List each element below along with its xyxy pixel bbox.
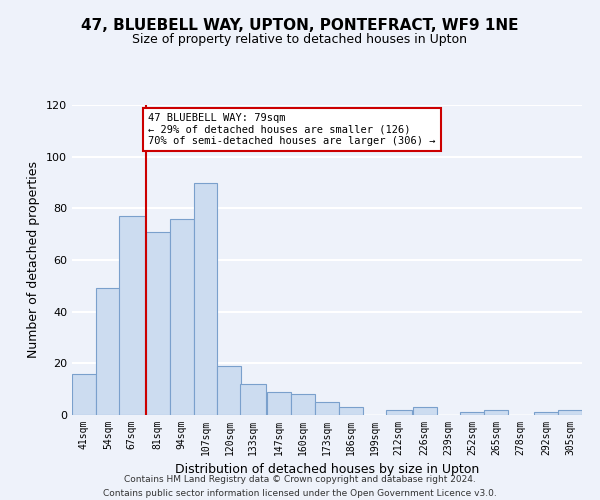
Text: 47 BLUEBELL WAY: 79sqm
← 29% of detached houses are smaller (126)
70% of semi-de: 47 BLUEBELL WAY: 79sqm ← 29% of detached…	[148, 113, 436, 146]
Bar	[484, 410, 508, 415]
Bar	[146, 232, 170, 415]
X-axis label: Distribution of detached houses by size in Upton: Distribution of detached houses by size …	[175, 464, 479, 476]
Text: Contains HM Land Registry data © Crown copyright and database right 2024.
Contai: Contains HM Land Registry data © Crown c…	[103, 476, 497, 498]
Bar	[386, 410, 412, 415]
Text: 47, BLUEBELL WAY, UPTON, PONTEFRACT, WF9 1NE: 47, BLUEBELL WAY, UPTON, PONTEFRACT, WF9…	[81, 18, 519, 32]
Bar	[241, 384, 266, 415]
Bar	[170, 218, 194, 415]
Bar	[119, 216, 145, 415]
Bar	[267, 392, 291, 415]
Y-axis label: Number of detached properties: Number of detached properties	[28, 162, 40, 358]
Bar	[534, 412, 558, 415]
Bar	[291, 394, 315, 415]
Bar	[72, 374, 96, 415]
Bar	[96, 288, 120, 415]
Bar	[413, 407, 437, 415]
Bar	[194, 182, 217, 415]
Bar	[460, 412, 484, 415]
Bar	[217, 366, 241, 415]
Bar	[315, 402, 339, 415]
Bar	[558, 410, 582, 415]
Bar	[339, 407, 363, 415]
Text: Size of property relative to detached houses in Upton: Size of property relative to detached ho…	[133, 32, 467, 46]
